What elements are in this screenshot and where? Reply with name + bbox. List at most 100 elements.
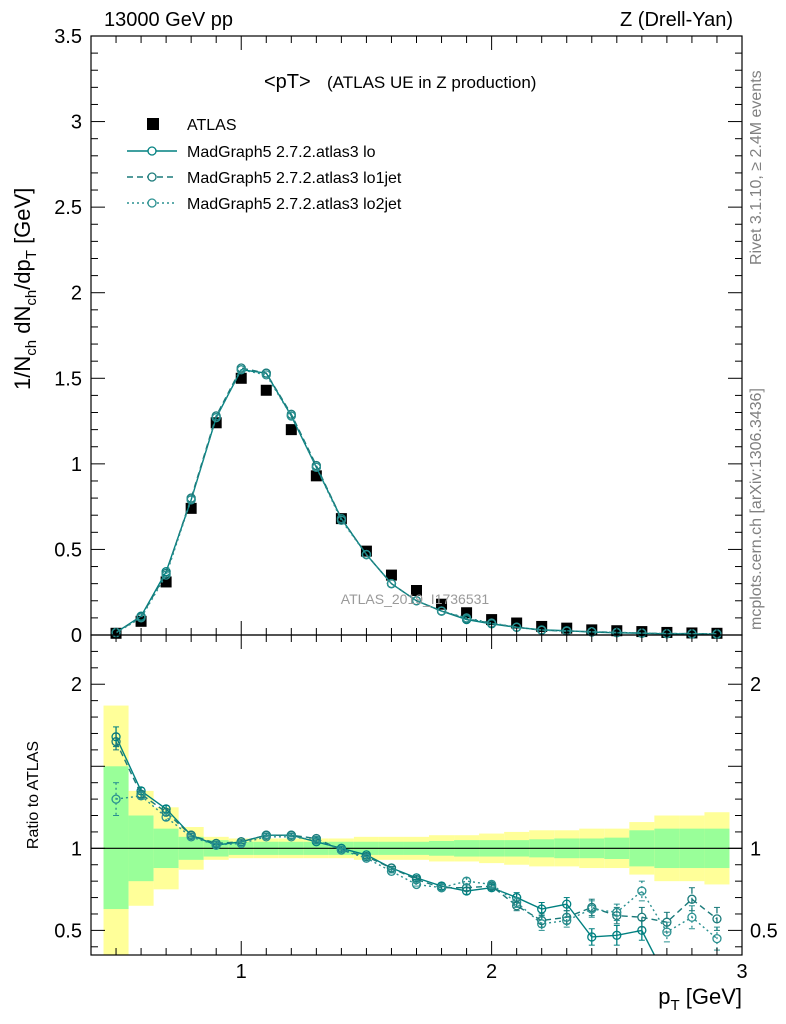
mc-point-dotted [211,412,221,423]
ratio-point-dotted [161,812,171,822]
atlas-data-point [436,598,448,610]
ratio-point-dotted [612,907,622,917]
x-axis-label: pT [GeV] [658,984,742,1014]
mc-point-dotted [286,411,296,421]
ratio-band-green [103,766,129,910]
ratio-point-dashed [512,901,522,911]
ratio-point-dotted [236,838,246,849]
header-right: Z (Drell-Yan) [620,9,733,31]
y-tick-label: 1.5 [54,368,82,390]
atlas-data-point [160,576,172,588]
ratio-point-dashed [687,894,697,904]
rivet-side-text: Rivet 3.1.10, ≥ 2.4M events [748,70,765,265]
ratio-point-dotted [336,845,347,855]
ratio-point-dotted [361,853,372,863]
atlas-data-point [461,607,473,619]
ratio-point-dotted [637,886,647,896]
legend-label: MadGraph5 2.7.2.atlas3 lo [187,144,376,161]
mc-point-dotted [461,613,472,623]
atlas-data-point [310,470,322,482]
ratio-point-dotted [687,912,697,922]
mc-point-dotted [386,579,397,589]
ratio-point-dotted [537,919,547,929]
legend-label: MadGraph5 2.7.2.atlas3 lo1jet [187,170,402,187]
mc-point-dotted [186,495,196,505]
y-tick-label: 3.5 [54,26,82,48]
atlas-data-point [185,502,197,514]
y-tick-label: 0.5 [54,539,82,561]
ratio-point-dotted [512,897,522,908]
ratio-point-solid [587,932,597,942]
mc-point-dotted [311,462,321,472]
ratio-point-dashed [111,737,121,747]
analysis-watermark: ATLAS_2019_I1736531 [341,591,490,607]
ratio-point-dotted [712,933,722,944]
ratio-y-tick-label: 0.5 [54,920,82,942]
atlas-data-point [235,372,247,384]
ratio-point-dotted [461,876,472,886]
x-tick-label: 1 [236,961,247,983]
mcplots-side-text: mcplots.cern.ch [arXiv:1306.3436] [748,388,765,630]
ratio-point-dotted [136,791,146,801]
atlas-data-point [285,424,297,436]
ratio-y-tick-label-right: 0.5 [750,920,778,942]
mc-point-dotted [261,370,271,380]
y-tick-label: 1 [71,454,82,476]
mc-point-dotted [411,596,422,606]
plot-title-sub: (ATLAS UE in Z production) [327,73,536,92]
x-tick-label: 3 [736,961,747,983]
legend-label: ATLAS [187,117,237,134]
plot-title-main: <pT> [264,71,311,93]
ratio-point-dotted [211,840,221,850]
ratio-point-dashed [386,863,397,873]
mc-point-dotted [436,606,447,616]
mc-point-dotted [161,570,171,580]
mc-point-dotted [136,613,146,623]
ratio-point-dotted [436,883,447,893]
header-left: 13000 GeV pp [104,9,233,31]
ratio-point-dashed [161,807,171,817]
atlas-data-point [411,585,422,597]
legend-marker-dashed [147,172,157,182]
ratio-point-dotted [486,879,497,890]
ratio-point-solid [562,899,572,909]
legend-marker-dotted [147,198,157,208]
legend-marker-atlas [147,118,159,130]
ratio-point-dashed [637,912,647,922]
ratio-point-solid [612,930,622,940]
ratio-y-tick-label: 2 [71,674,82,696]
y-tick-label: 3 [71,112,82,134]
y-tick-label: 2 [71,283,82,305]
atlas-data-point [385,569,397,581]
ratio-point-dotted [186,832,196,842]
ratio-y-tick-label: 1 [71,838,82,860]
mc-point-dotted [236,365,246,375]
ratio-point-solid [537,904,547,914]
mc-point-dotted [336,515,347,525]
legend-label: MadGraph5 2.7.2.atlas3 lo2jet [187,196,402,213]
ratio-point-dotted [311,835,321,845]
top-ylabel: 1/Nch dNch/dpT [GeV] [10,188,40,390]
ratio-point-dashed [537,915,547,926]
ratio-point-dashed [662,917,672,927]
mc-point-dotted [361,549,372,560]
ratio-y-tick-label-right: 1 [750,838,761,860]
legend-marker-solid [147,146,157,156]
ratio-point-dotted [386,866,397,876]
ratio-point-dotted [662,927,672,937]
ratio-point-dashed [712,914,722,924]
ratio-point-dotted [286,832,296,842]
ratio-point-dotted [587,904,597,914]
ratio-point-dotted [111,794,121,804]
ratio-y-tick-label-right: 2 [750,674,761,696]
ratio-point-dotted [562,915,572,926]
atlas-data-point [210,417,222,429]
atlas-data-point [260,384,272,396]
ratio-point-dotted [411,879,422,890]
ratio-point-solid [637,925,647,936]
y-tick-label: 0 [71,625,82,647]
y-tick-label: 2.5 [54,197,82,219]
ratio-point-dotted [261,832,271,842]
ratio-ylabel: Ratio to ATLAS [25,741,42,849]
